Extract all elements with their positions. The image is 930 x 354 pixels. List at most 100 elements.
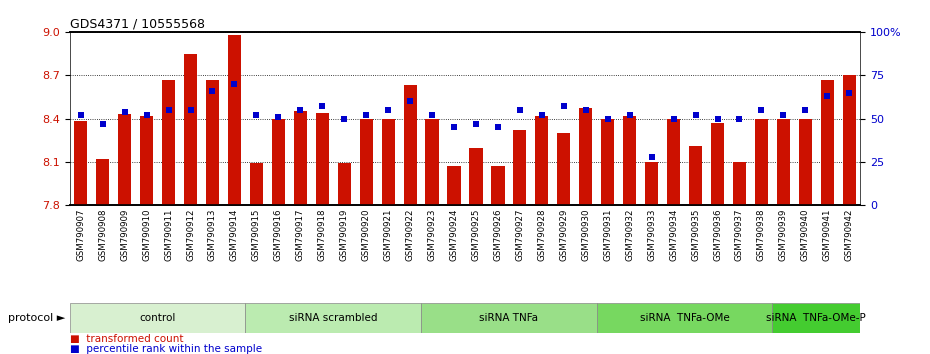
- Bar: [140, 116, 153, 205]
- Bar: [799, 119, 812, 205]
- Text: control: control: [140, 313, 176, 323]
- Bar: [96, 159, 109, 205]
- Bar: [206, 80, 219, 205]
- Point: [117, 109, 132, 114]
- Bar: [118, 114, 131, 205]
- Text: GSM790941: GSM790941: [823, 209, 831, 261]
- Bar: [843, 75, 856, 205]
- Text: GSM790925: GSM790925: [472, 209, 481, 261]
- Point: [315, 104, 330, 109]
- Text: GSM790920: GSM790920: [362, 209, 371, 261]
- Bar: [360, 119, 373, 205]
- Text: GSM790919: GSM790919: [339, 209, 349, 261]
- Bar: [597, 303, 773, 333]
- Text: GSM790930: GSM790930: [581, 209, 591, 261]
- Bar: [557, 133, 570, 205]
- Point: [820, 93, 835, 99]
- Bar: [667, 119, 680, 205]
- Text: GSM790909: GSM790909: [120, 209, 129, 261]
- Text: GSM790911: GSM790911: [164, 209, 173, 261]
- Bar: [513, 130, 526, 205]
- Text: GSM790940: GSM790940: [801, 209, 810, 261]
- Point: [798, 107, 813, 113]
- Text: GSM790942: GSM790942: [844, 209, 854, 261]
- Bar: [733, 162, 746, 205]
- Text: GSM790912: GSM790912: [186, 209, 195, 261]
- Point: [337, 116, 352, 121]
- Text: GSM790918: GSM790918: [318, 209, 326, 261]
- Point: [227, 81, 242, 87]
- Text: GSM790936: GSM790936: [713, 209, 722, 261]
- Text: GDS4371 / 10555568: GDS4371 / 10555568: [70, 18, 205, 31]
- Point: [380, 107, 395, 113]
- Text: GSM790932: GSM790932: [625, 209, 634, 261]
- Point: [512, 107, 527, 113]
- Text: GSM790907: GSM790907: [76, 209, 86, 261]
- Text: GSM790917: GSM790917: [296, 209, 305, 261]
- Bar: [315, 113, 329, 205]
- Bar: [70, 303, 246, 333]
- Bar: [536, 116, 549, 205]
- Bar: [645, 162, 658, 205]
- Bar: [755, 119, 768, 205]
- Point: [666, 116, 681, 121]
- Point: [776, 112, 790, 118]
- Bar: [425, 119, 439, 205]
- Point: [732, 116, 747, 121]
- Bar: [294, 112, 307, 205]
- Point: [403, 98, 418, 104]
- Text: GSM790924: GSM790924: [449, 209, 458, 261]
- Text: GSM790915: GSM790915: [252, 209, 261, 261]
- Text: GSM790928: GSM790928: [538, 209, 546, 261]
- Bar: [404, 85, 417, 205]
- Text: GSM790910: GSM790910: [142, 209, 151, 261]
- Bar: [447, 166, 460, 205]
- Point: [140, 112, 154, 118]
- Point: [622, 112, 637, 118]
- Point: [446, 124, 461, 130]
- Bar: [338, 164, 351, 205]
- Text: GSM790922: GSM790922: [405, 209, 415, 261]
- Bar: [421, 303, 597, 333]
- Point: [95, 121, 110, 127]
- Bar: [250, 164, 263, 205]
- Bar: [184, 53, 197, 205]
- Point: [161, 107, 176, 113]
- Text: GSM790937: GSM790937: [735, 209, 744, 261]
- Bar: [777, 119, 790, 205]
- Bar: [246, 303, 421, 333]
- Bar: [773, 303, 860, 333]
- Text: GSM790914: GSM790914: [230, 209, 239, 261]
- Point: [578, 107, 593, 113]
- Text: siRNA  TNFa-OMe: siRNA TNFa-OMe: [640, 313, 729, 323]
- Text: GSM790931: GSM790931: [604, 209, 612, 261]
- Text: protocol ►: protocol ►: [7, 313, 65, 323]
- Text: GSM790923: GSM790923: [428, 209, 436, 261]
- Point: [183, 107, 198, 113]
- Bar: [470, 148, 483, 205]
- Point: [249, 112, 264, 118]
- Text: GSM790908: GSM790908: [99, 209, 107, 261]
- Text: GSM790916: GSM790916: [273, 209, 283, 261]
- Bar: [623, 116, 636, 205]
- Point: [293, 107, 308, 113]
- Point: [271, 114, 286, 120]
- Bar: [491, 166, 504, 205]
- Text: GSM790927: GSM790927: [515, 209, 525, 261]
- Bar: [601, 119, 615, 205]
- Point: [842, 90, 857, 95]
- Text: siRNA scrambled: siRNA scrambled: [289, 313, 378, 323]
- Bar: [711, 123, 724, 205]
- Point: [600, 116, 615, 121]
- Text: siRNA  TNFa-OMe-P: siRNA TNFa-OMe-P: [766, 313, 866, 323]
- Text: ■  transformed count: ■ transformed count: [70, 334, 183, 344]
- Text: GSM790913: GSM790913: [208, 209, 217, 261]
- Point: [469, 121, 484, 127]
- Text: GSM790935: GSM790935: [691, 209, 700, 261]
- Bar: [689, 146, 702, 205]
- Bar: [74, 121, 87, 205]
- Text: GSM790938: GSM790938: [757, 209, 766, 261]
- Point: [73, 112, 88, 118]
- Text: GSM790929: GSM790929: [559, 209, 568, 261]
- Text: siRNA TNFa: siRNA TNFa: [480, 313, 538, 323]
